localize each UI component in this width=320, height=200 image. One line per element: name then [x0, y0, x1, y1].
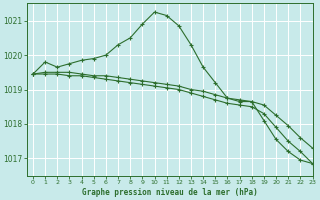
X-axis label: Graphe pression niveau de la mer (hPa): Graphe pression niveau de la mer (hPa) [82, 188, 258, 197]
